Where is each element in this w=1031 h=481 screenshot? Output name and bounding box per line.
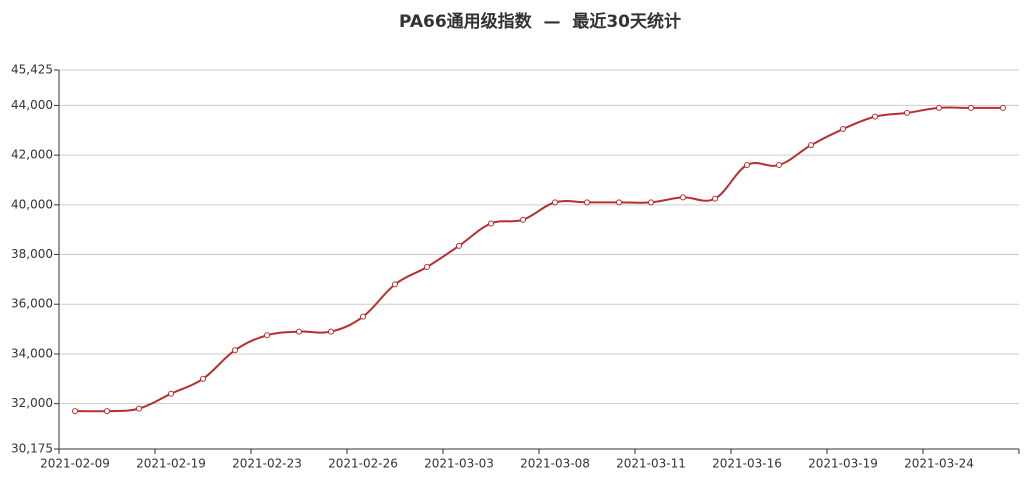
point	[168, 390, 174, 397]
point	[488, 220, 494, 227]
point	[936, 104, 942, 111]
point	[232, 347, 238, 354]
point	[616, 199, 622, 206]
x-tick-label: 2021-03-19	[808, 457, 878, 471]
point	[712, 195, 718, 202]
point	[968, 104, 974, 111]
x-tick-label: 2021-03-24	[904, 457, 974, 471]
point	[264, 332, 270, 339]
y-tick-label: 44,000	[11, 98, 53, 112]
point	[584, 199, 590, 206]
point	[424, 263, 430, 270]
point	[104, 408, 110, 415]
point	[200, 375, 206, 382]
point	[680, 194, 686, 201]
y-tick-label: 36,000	[11, 297, 53, 311]
point	[328, 328, 334, 335]
point	[72, 408, 78, 415]
x-tick-label: 2021-03-08	[520, 457, 590, 471]
y-tick-label: 30,175	[11, 442, 53, 456]
y-tick-label: 45,425	[11, 63, 53, 77]
point	[776, 162, 782, 169]
point	[520, 216, 526, 223]
x-tick-label: 2021-02-26	[328, 457, 398, 471]
y-tick-label: 34,000	[11, 346, 53, 360]
point	[360, 313, 366, 320]
point	[1000, 104, 1006, 111]
x-tick-label: 2021-02-19	[136, 457, 206, 471]
point	[872, 113, 878, 120]
x-tick-label: 2021-02-09	[40, 457, 110, 471]
point	[648, 199, 654, 206]
x-tick-label: 2021-03-03	[424, 457, 494, 471]
point	[808, 142, 814, 149]
point	[904, 109, 910, 116]
point	[456, 242, 462, 249]
point	[840, 126, 846, 133]
x-tick-label: 2021-03-16	[712, 457, 782, 471]
x-tick-label: 2021-02-23	[232, 457, 302, 471]
y-tick-label: 42,000	[11, 148, 53, 162]
y-tick-label: 40,000	[11, 197, 53, 211]
line	[74, 106, 1003, 413]
point	[392, 281, 398, 288]
y-tick-label: 38,000	[11, 247, 53, 261]
point	[296, 328, 302, 335]
y-tick-label: 32,000	[11, 396, 53, 410]
point	[744, 162, 750, 169]
point	[136, 405, 142, 412]
point	[552, 199, 558, 206]
x-tick-label: 2021-03-11	[616, 457, 686, 471]
chart-title: PA66通用级指数 — 最近30天统计	[399, 11, 681, 32]
